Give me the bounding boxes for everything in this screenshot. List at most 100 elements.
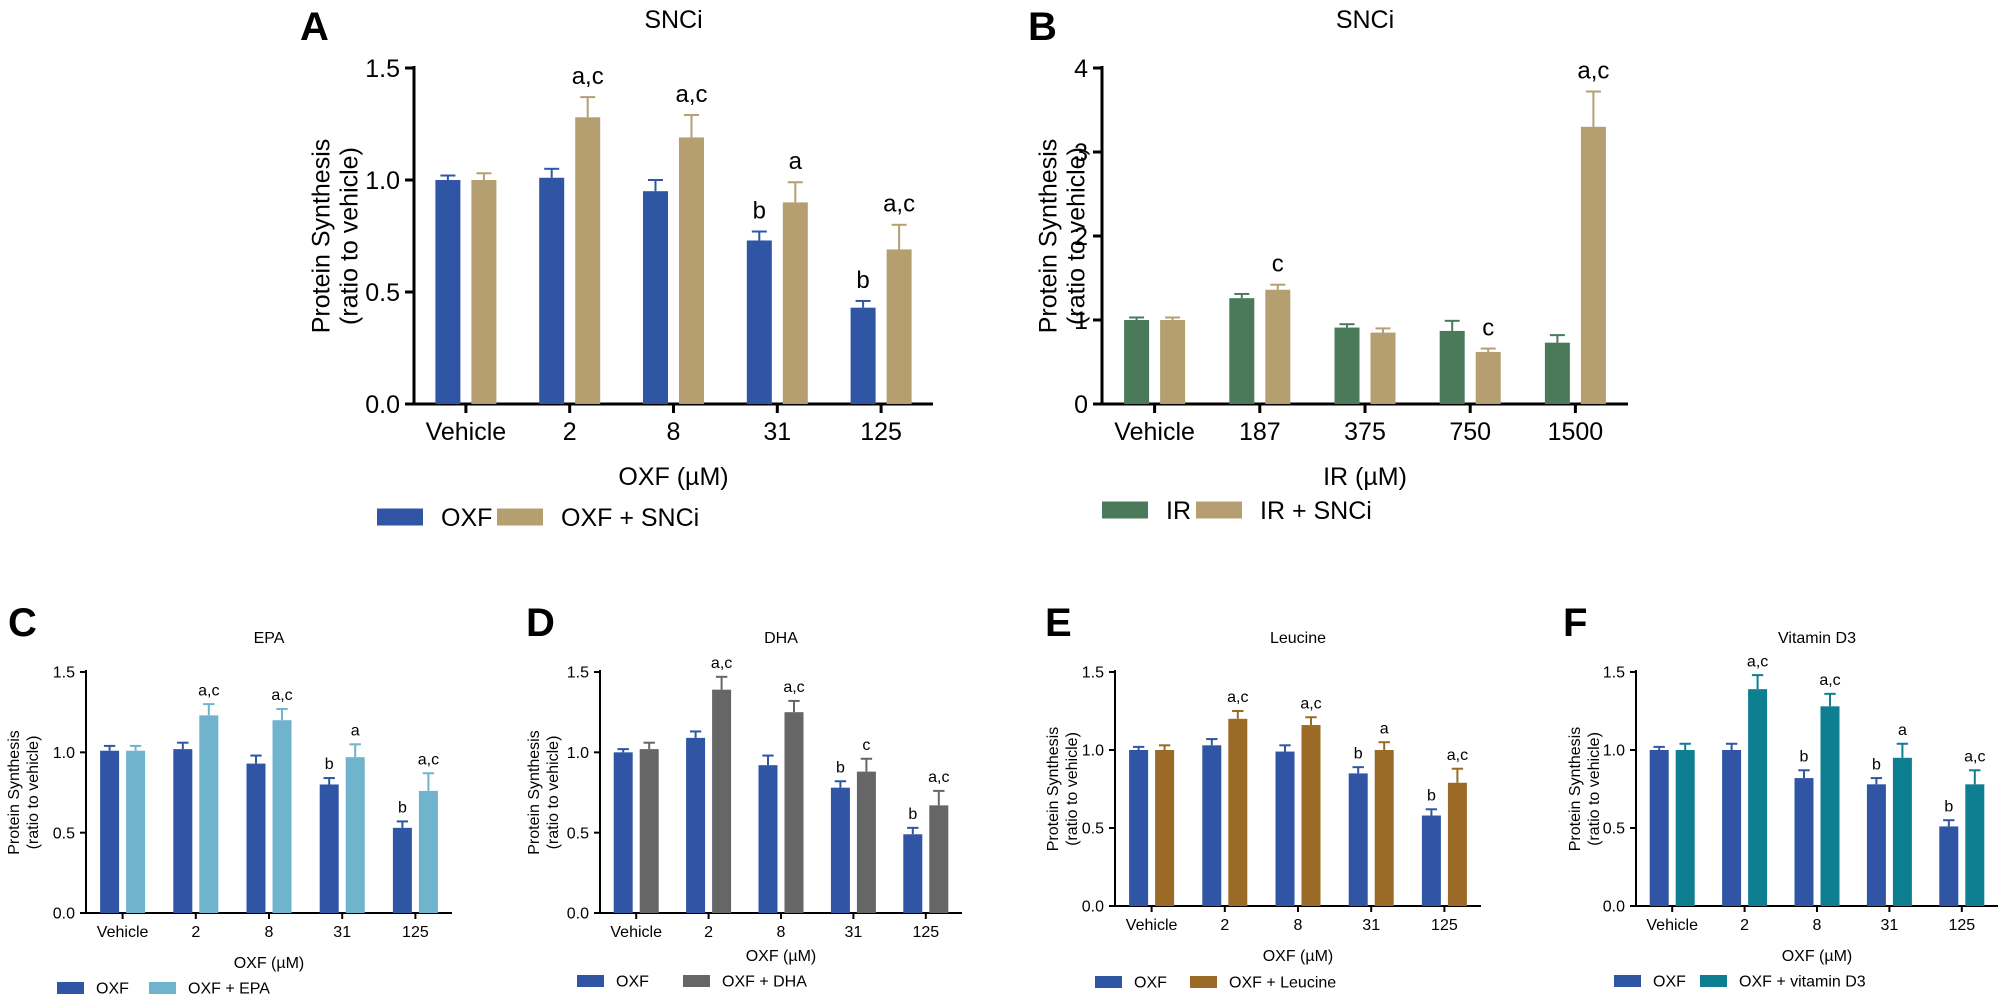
- panel-letter: E: [1045, 601, 1072, 645]
- significance-label: b: [1872, 756, 1881, 773]
- x-axis-label: OXF (µM): [234, 955, 305, 972]
- panel-letter: D: [526, 601, 555, 645]
- x-tick-label: Vehicle: [1114, 418, 1195, 446]
- chart-panel-c: C EPA 0.0 0.5 1.0 1.5 Protein Synthesis (ratio …: [6, 601, 452, 998]
- significance-label: a: [1380, 720, 1389, 737]
- chart-title: Leucine: [1270, 630, 1326, 647]
- legend-swatch: [683, 975, 710, 987]
- x-tick-label: 125: [912, 924, 939, 941]
- x-tick-label: 31: [1362, 917, 1380, 934]
- legend-swatch: [577, 975, 604, 987]
- bar: [886, 249, 912, 404]
- bar: [1265, 289, 1291, 404]
- y-axis-label: (ratio to vehicle): [25, 736, 42, 850]
- legend-swatch: [1700, 975, 1727, 987]
- x-tick-label: 2: [704, 924, 713, 941]
- bar: [471, 180, 497, 404]
- legend-swatch: [1190, 976, 1217, 988]
- bar: [126, 750, 146, 913]
- y-tick-label: 1.5: [365, 55, 400, 83]
- bar: [1370, 332, 1396, 404]
- chart-panel-d: D DHA 0.0 0.5 1.0 1.5 Protein Synthesis (ratio …: [526, 601, 962, 991]
- significance-label: a: [351, 723, 360, 740]
- y-tick-label: 0.0: [1603, 899, 1625, 916]
- bar: [830, 787, 850, 913]
- y-tick-label: 0.0: [53, 906, 75, 923]
- bar: [1580, 126, 1606, 405]
- y-tick-label: 1.5: [567, 665, 589, 682]
- significance-label: b: [325, 756, 334, 773]
- chart-title: DHA: [764, 630, 798, 647]
- x-tick-label: 8: [777, 924, 786, 941]
- y-tick-label: 0: [1074, 391, 1088, 419]
- bar: [784, 712, 804, 913]
- legend-swatch: [149, 982, 176, 994]
- bar: [1965, 784, 1985, 906]
- bar: [1748, 689, 1768, 906]
- y-axis-label: (ratio to vehicle): [545, 736, 562, 850]
- chart-title: SNCi: [1336, 6, 1394, 34]
- y-axis-label: (ratio to vehicle): [1586, 732, 1603, 846]
- y-tick-label: 4: [1074, 55, 1088, 83]
- y-axis-label: Protein Synthesis: [308, 139, 336, 334]
- bar: [435, 180, 461, 404]
- x-tick-label: 8: [1813, 917, 1822, 934]
- significance-label: a,c: [675, 81, 707, 108]
- y-tick-label: 0.5: [53, 825, 75, 842]
- x-tick-label: 31: [763, 418, 791, 446]
- bar: [686, 737, 706, 913]
- x-axis-label: OXF (µM): [746, 948, 817, 965]
- y-tick-label: 0.5: [567, 825, 589, 842]
- significance-label: b: [1800, 748, 1809, 765]
- y-axis-label: Protein Synthesis: [1045, 727, 1062, 852]
- bar: [272, 720, 292, 913]
- legend-label: OXF + vitamin D3: [1739, 974, 1866, 991]
- x-axis-label: OXF (µM): [1782, 948, 1853, 965]
- bar: [1820, 706, 1840, 906]
- significance-label: c: [1482, 314, 1494, 341]
- x-tick-label: 125: [1948, 917, 1975, 934]
- bar: [929, 805, 949, 913]
- significance-label: a,c: [271, 687, 292, 704]
- legend-label: OXF: [96, 981, 129, 998]
- x-tick-label: Vehicle: [1646, 917, 1698, 934]
- bar: [856, 771, 876, 913]
- significance-label: a,c: [1227, 689, 1248, 706]
- y-tick-label: 1.0: [1082, 743, 1104, 760]
- x-tick-label: 8: [667, 418, 681, 446]
- y-tick-label: 0.0: [365, 391, 400, 419]
- bar: [679, 137, 704, 404]
- x-tick-label: 125: [860, 418, 902, 446]
- bar: [1675, 750, 1695, 906]
- significance-label: a,c: [1747, 653, 1768, 670]
- significance-label: a,c: [1964, 748, 1985, 765]
- legend-label: IR: [1166, 497, 1191, 525]
- chart-title: SNCi: [644, 6, 702, 34]
- significance-label: a,c: [928, 769, 949, 786]
- y-tick-label: 0.5: [1603, 821, 1625, 838]
- x-tick-label: 125: [1431, 917, 1458, 934]
- legend-label: OXF: [441, 504, 492, 532]
- legend-label: OXF + DHA: [722, 974, 807, 991]
- y-tick-label: 3: [1074, 139, 1088, 167]
- bar: [1722, 750, 1742, 906]
- y-tick-label: 1.0: [1603, 743, 1625, 760]
- significance-label: a,c: [1447, 747, 1468, 764]
- y-tick-label: 1.5: [1603, 665, 1625, 682]
- y-axis-label: Protein Synthesis: [1567, 727, 1584, 852]
- x-tick-label: 8: [1294, 917, 1303, 934]
- x-tick-label: Vehicle: [610, 924, 662, 941]
- x-tick-label: 31: [1881, 917, 1899, 934]
- legend-swatch: [377, 508, 423, 526]
- x-tick-label: 187: [1239, 418, 1281, 446]
- x-tick-label: 2: [563, 418, 577, 446]
- bar: [199, 715, 219, 913]
- significance-label: a,c: [1577, 57, 1609, 84]
- x-tick-label: 375: [1344, 418, 1386, 446]
- bar: [100, 750, 120, 913]
- significance-label: a,c: [1819, 672, 1840, 689]
- y-tick-label: 1.5: [53, 665, 75, 682]
- x-axis-label: IR (µM): [1323, 463, 1407, 491]
- bar: [1447, 782, 1467, 906]
